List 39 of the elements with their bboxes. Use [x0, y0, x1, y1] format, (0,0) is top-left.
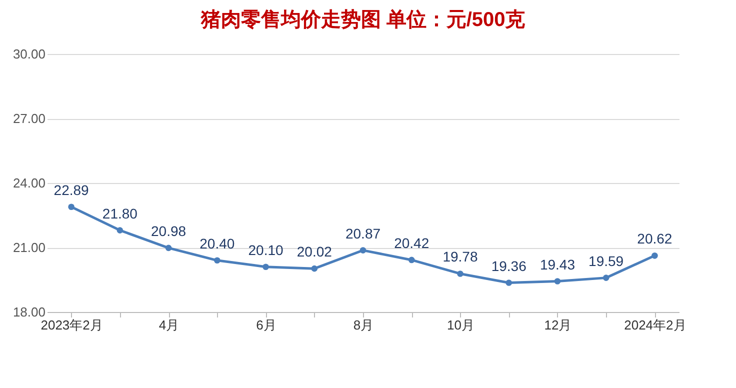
point [116, 227, 124, 234]
data-label: 20.98 [151, 222, 186, 239]
data-label: 19.36 [491, 258, 527, 274]
point [68, 204, 74, 210]
chart-title: 猪肉零售均价走势图 单位：元/500克 [200, 8, 526, 31]
data-label: 20.42 [394, 234, 430, 251]
x-tick-label: 4月 [158, 318, 180, 332]
data-label: 20.62 [637, 230, 672, 247]
point [311, 265, 318, 272]
x-tick-label: 2024年2月 [624, 318, 686, 332]
y-tick-label: 18.00 [12, 304, 46, 320]
data-label: 20.02 [296, 244, 332, 260]
y-tick-label: 27.00 [12, 111, 46, 126]
point [506, 280, 512, 286]
point [602, 274, 610, 281]
point [262, 264, 269, 270]
x-tick-label: 12月 [544, 318, 572, 332]
x-tick-label: 10月 [446, 318, 474, 332]
point [360, 247, 366, 254]
x-tick-label: 8月 [353, 318, 374, 332]
point [214, 257, 220, 264]
point [652, 252, 658, 259]
data-label: 19.78 [442, 248, 478, 265]
point [554, 278, 561, 284]
point [457, 270, 464, 277]
y-tick-label: 30.00 [12, 46, 46, 62]
data-label: 19.43 [540, 256, 576, 272]
point [408, 256, 415, 264]
data-label: 19.59 [588, 252, 624, 269]
point [165, 244, 172, 252]
data-label: 20.40 [200, 235, 235, 252]
data-label: 22.89 [54, 182, 90, 198]
y-tick-label: 24.00 [12, 176, 46, 190]
x-tick-label: 6月 [256, 318, 276, 332]
y-tick-label: 21.00 [12, 240, 46, 255]
data-label: 21.80 [102, 205, 138, 222]
data-label: 20.10 [248, 242, 284, 258]
data-label: 20.87 [345, 225, 381, 242]
x-tick-label: 2023年2月 [40, 318, 103, 332]
